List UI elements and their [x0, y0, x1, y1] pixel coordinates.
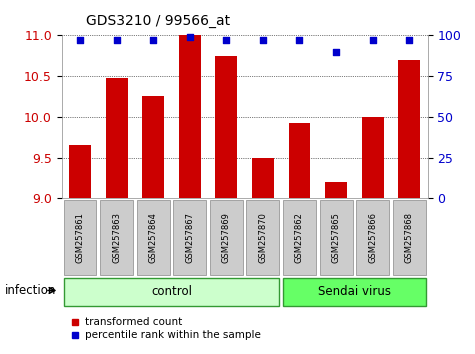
Bar: [361, 117, 384, 198]
Text: GSM257863: GSM257863: [112, 212, 121, 263]
Bar: [173, 200, 206, 275]
Text: GSM257866: GSM257866: [368, 212, 377, 263]
Text: GSM257869: GSM257869: [222, 212, 231, 263]
Legend: transformed count, percentile rank within the sample: transformed count, percentile rank withi…: [67, 313, 265, 345]
Point: [76, 38, 84, 43]
Bar: [393, 200, 426, 275]
Bar: [325, 182, 347, 198]
Text: GSM257867: GSM257867: [185, 212, 194, 263]
Bar: [179, 35, 201, 198]
Bar: [69, 145, 91, 198]
Bar: [64, 278, 279, 306]
Bar: [215, 56, 238, 198]
Text: GSM257868: GSM257868: [405, 212, 414, 263]
Text: GSM257864: GSM257864: [149, 212, 158, 263]
Bar: [100, 200, 133, 275]
Bar: [64, 200, 96, 275]
Bar: [210, 200, 243, 275]
Text: Sendai virus: Sendai virus: [318, 285, 391, 298]
Bar: [247, 200, 279, 275]
Text: GSM257861: GSM257861: [76, 212, 85, 263]
Text: GSM257870: GSM257870: [258, 212, 267, 263]
Bar: [398, 60, 420, 198]
Bar: [252, 158, 274, 198]
Text: GSM257865: GSM257865: [332, 212, 341, 263]
Bar: [137, 200, 170, 275]
Bar: [320, 200, 352, 275]
Point: [295, 38, 304, 43]
Point: [149, 38, 157, 43]
Point: [113, 38, 121, 43]
Bar: [142, 96, 164, 198]
Text: infection: infection: [5, 284, 56, 297]
Text: control: control: [151, 285, 192, 298]
Bar: [288, 122, 311, 198]
Point: [186, 34, 194, 40]
Text: GSM257862: GSM257862: [295, 212, 304, 263]
Bar: [356, 200, 389, 275]
Text: GDS3210 / 99566_at: GDS3210 / 99566_at: [86, 14, 229, 28]
Bar: [105, 78, 128, 198]
Bar: [283, 200, 316, 275]
Point: [332, 49, 340, 55]
Point: [369, 38, 377, 43]
Point: [259, 38, 267, 43]
Bar: [283, 278, 426, 306]
Point: [405, 38, 413, 43]
Point: [222, 38, 230, 43]
